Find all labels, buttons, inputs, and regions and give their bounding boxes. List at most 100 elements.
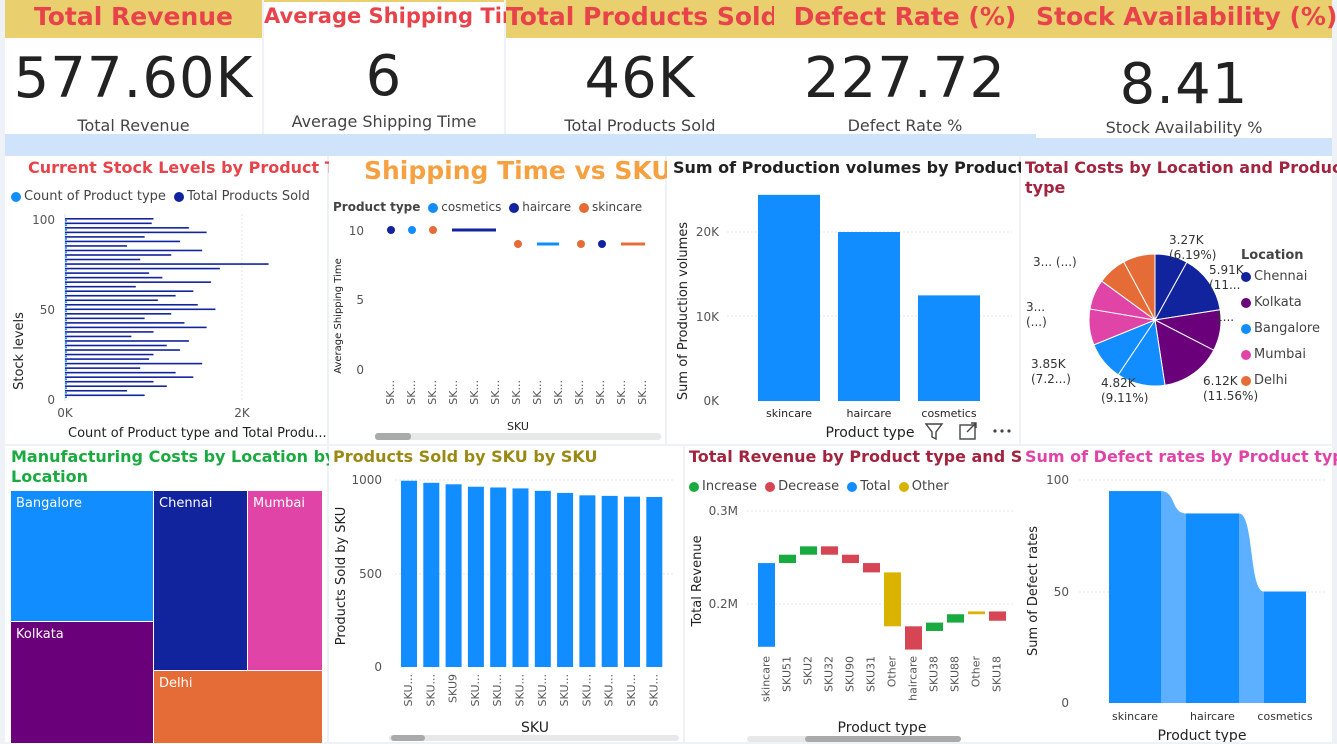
stock-bar-count <box>65 378 67 380</box>
stock-bar-count <box>65 364 67 367</box>
visual-title: Manufacturing Costs by Location by <box>11 447 336 466</box>
legend-item-chennai[interactable]: Chennai <box>1241 264 1320 290</box>
defect-rates-chart[interactable]: Sum of Defect rates 100 50 0 skincare hai… <box>1021 446 1332 742</box>
products-sold-visual[interactable]: Products Sold by SKU by SKU Products Sol… <box>329 446 683 742</box>
x-tick: SKU... <box>558 674 571 706</box>
x-tick: haircare <box>1190 710 1235 723</box>
pie-slice <box>1154 261 1221 321</box>
manufacturing-costs-visual[interactable]: Manufacturing Costs by Location by Locat… <box>5 446 335 744</box>
scrollbar-thumb[interactable] <box>375 433 411 440</box>
stock-bar-total-sold <box>65 371 176 374</box>
legend-item-bangalore[interactable]: Bangalore <box>1241 316 1320 342</box>
revenue-waterfall-chart[interactable]: Total Revenue 0.3M 0.2M skincare SKU51 SKU… <box>685 446 1021 742</box>
waterfall-bar <box>968 611 985 615</box>
x-tick: SK... <box>615 380 628 405</box>
treemap-label: Mumbai <box>253 496 305 511</box>
treemap-cell-kolkata[interactable]: Kolkata <box>10 621 154 744</box>
kpi-label: Average Shipping Time <box>291 112 477 131</box>
stock-bar-total-sold <box>65 303 198 306</box>
total-costs-visual[interactable]: Total Costs by Location and Product type… <box>1021 156 1337 444</box>
kpi-card-average-shipping-time[interactable]: Average Shipping Time 6 Average Shipping… <box>264 0 538 134</box>
kpi-band <box>5 0 262 38</box>
legend-item-kolkata[interactable]: Kolkata <box>1241 290 1320 316</box>
treemap-cell-delhi[interactable]: Delhi <box>153 670 323 744</box>
treemap-cell-chennai[interactable]: Chennai <box>153 490 248 671</box>
legend-entry: Total <box>860 479 891 494</box>
waterfall-x-ticks: skincare SKU51 SKU2 SKU32 SKU90 SKU31 Other hai… <box>760 656 1004 702</box>
kpi-card-total-revenue[interactable]: Total Revenue 577.60K Total Revenue <box>5 0 262 135</box>
x-tick: Other <box>886 656 899 688</box>
scrollbar-thumb[interactable] <box>805 736 961 742</box>
defect-rates-visual[interactable]: Sum of Defect rates by Product type Sum … <box>1021 446 1337 742</box>
legend-entry: cosmetics <box>441 200 502 214</box>
shipping-point <box>408 226 416 234</box>
products-sold-bar <box>579 495 596 667</box>
stock-levels-chart[interactable]: Stock levels 100 50 0 0K 2K Count of Pro… <box>5 156 327 444</box>
products-sold-bars <box>401 480 663 667</box>
y-axis-title: Average Shipping Time <box>333 258 344 374</box>
stock-bar-total-sold <box>65 281 212 283</box>
focus-mode-icon[interactable] <box>959 422 977 440</box>
kpi-card-total-products-sold[interactable]: Total Products Sold 46K Total Products S… <box>506 0 779 135</box>
y-tick: 0K <box>703 394 720 408</box>
legend-title: Product type <box>333 200 421 214</box>
legend-marker <box>174 191 185 202</box>
filter-icon[interactable] <box>924 423 944 441</box>
legend-item-mumbai[interactable]: Mumbai <box>1241 342 1320 368</box>
horizontal-scrollbar[interactable] <box>389 735 679 741</box>
stock-bar-total-sold <box>65 263 269 265</box>
total-revenue-waterfall-visual[interactable]: Total Revenue by Product type and SKU In… <box>685 446 1047 742</box>
legend-marker <box>1241 271 1251 282</box>
x-tick: SKU9 <box>447 674 460 703</box>
kpi-card-stock-availability[interactable]: Stock Availability (%) 8.41 Stock Availa… <box>1036 0 1337 138</box>
pie-legend: Location Chennai Kolkata Bangalore Mumba… <box>1241 248 1320 394</box>
legend-marker <box>898 481 909 492</box>
x-tick: SKU... <box>580 674 593 706</box>
stock-levels-visual[interactable]: Current Stock Levels by Product Type Cou… <box>5 156 367 444</box>
x-tick: SKU... <box>491 674 504 706</box>
legend-entry: Mumbai <box>1254 347 1306 362</box>
pie-data-label: (11.56%) <box>1203 389 1258 403</box>
production-volumes-chart[interactable]: Sum of Production volumes 20K 10K 0K ski… <box>667 156 1019 444</box>
legend-marker <box>428 202 439 213</box>
treemap-label: Kolkata <box>16 627 64 642</box>
production-volumes-visual[interactable]: Sum of Production volumes by Product typ… <box>667 156 1071 444</box>
shipping-time-chart[interactable]: Average Shipping Time 10 5 0 SK... SK... S… <box>329 156 665 444</box>
total-costs-pie-chart[interactable]: 3.27K(6.19%)5.91K(11... 1... 6.12K(11.56%)… <box>1021 156 1332 444</box>
legend-item-delhi[interactable]: Delhi <box>1241 368 1320 394</box>
legend-entry: Increase <box>702 479 758 494</box>
products-sold-bar <box>490 487 507 667</box>
stock-bar-count <box>65 296 67 299</box>
stock-bar-count <box>65 351 67 353</box>
legend-entry: Chennai <box>1254 269 1308 284</box>
defect-x-ticks: skincare haircare cosmetics <box>1112 710 1313 723</box>
pie-data-label: 6.12K <box>1203 374 1239 388</box>
products-sold-chart[interactable]: Products Sold by SKU 1000 500 0 SKU... SK… <box>329 446 683 742</box>
y-axis-title: Products Sold by SKU <box>334 507 349 646</box>
scrollbar-thumb[interactable] <box>391 735 425 741</box>
stock-bar-total-sold <box>65 362 203 365</box>
stock-bar-count <box>65 233 67 236</box>
legend-entry: Total Products Sold <box>187 189 310 204</box>
horizontal-scrollbar[interactable] <box>375 433 661 440</box>
more-options-icon[interactable] <box>993 429 1011 433</box>
stock-bar-count <box>65 387 67 390</box>
shipping-time-visual[interactable]: Shipping Time vs SKU Product type cosmet… <box>329 156 672 444</box>
shipping-point <box>598 240 606 248</box>
defect-ribbon <box>1109 491 1306 703</box>
stock-bar-total-sold <box>65 394 145 397</box>
waterfall-bar <box>842 554 859 564</box>
visual-title: Current Stock Levels by Product Type <box>28 158 367 177</box>
legend-marker <box>1241 323 1251 334</box>
legend-marker <box>579 202 590 213</box>
production-bars: skincare haircare cosmetics <box>758 194 980 420</box>
treemap-cell-mumbai[interactable]: Mumbai <box>247 490 323 671</box>
treemap-cell-bangalore[interactable]: Bangalore <box>10 490 154 622</box>
x-tick: SK... <box>510 380 523 405</box>
x-tick: SKU... <box>603 674 616 706</box>
kpi-card-defect-rate[interactable]: Defect Rate (%) 227.72 Defect Rate % <box>774 0 1036 135</box>
x-tick: SK... <box>636 380 649 405</box>
production-bar <box>838 232 900 401</box>
pie-data-label: 3.27K <box>1169 233 1205 247</box>
shipping-point <box>514 240 522 248</box>
